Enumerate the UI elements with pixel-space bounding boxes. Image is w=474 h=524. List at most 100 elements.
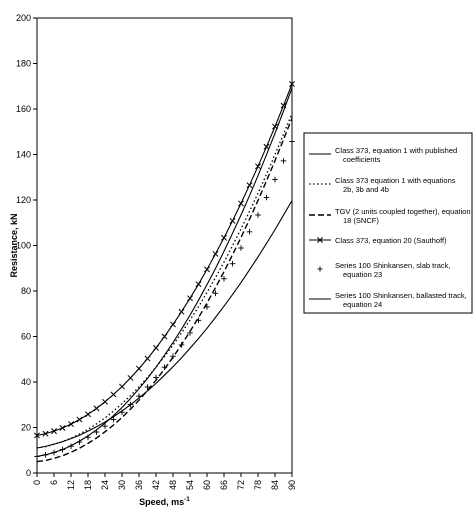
x-tick-label: 72 bbox=[236, 480, 246, 490]
series-4-point bbox=[51, 428, 57, 435]
series-4-point bbox=[263, 143, 270, 150]
data-marker bbox=[85, 411, 91, 418]
y-tick-label: 80 bbox=[21, 286, 31, 296]
data-marker bbox=[34, 432, 40, 439]
legend-label: Class 373, equation 20 (Sauthoff) bbox=[335, 236, 447, 245]
series-5-point bbox=[119, 409, 125, 416]
series-4-point bbox=[59, 425, 66, 431]
data-marker bbox=[272, 123, 278, 130]
x-tick-label: 54 bbox=[185, 480, 195, 490]
y-axis-title: Resistance, kN bbox=[9, 213, 19, 277]
x-tick-label: 66 bbox=[219, 480, 229, 490]
data-marker bbox=[119, 383, 125, 390]
series-5-point bbox=[280, 158, 287, 164]
series-4-point bbox=[144, 355, 151, 362]
series-4-point bbox=[170, 321, 176, 328]
y-tick-label: 160 bbox=[16, 104, 31, 114]
series-4-point bbox=[127, 374, 134, 381]
data-marker bbox=[178, 308, 185, 315]
series-5-point bbox=[246, 229, 253, 235]
x-tick-label: 12 bbox=[66, 480, 76, 490]
data-marker bbox=[280, 102, 287, 109]
series-4-point bbox=[238, 200, 244, 207]
series-5-point bbox=[153, 374, 159, 381]
legend-label: equation 24 bbox=[343, 300, 382, 309]
series-4-point bbox=[102, 398, 108, 405]
legend-label: Series 100 Shinkansen, slab track, bbox=[335, 261, 450, 270]
legend-label: Class 373, equation 1 with published bbox=[335, 146, 457, 155]
legend-label: 18 (SNCF) bbox=[343, 216, 379, 225]
x-tick-label: 84 bbox=[270, 480, 280, 490]
series-5-point bbox=[102, 423, 108, 429]
series-5-point bbox=[136, 393, 142, 399]
x-axis-title: Speed, ms-1 bbox=[139, 496, 190, 507]
x-tick-label: 78 bbox=[253, 480, 263, 490]
legend: Class 373, equation 1 with publishedcoef… bbox=[303, 132, 473, 314]
data-marker bbox=[127, 374, 134, 381]
data-marker bbox=[93, 405, 100, 412]
data-marker bbox=[76, 416, 83, 423]
series-5-point bbox=[144, 384, 151, 390]
data-marker bbox=[68, 421, 74, 428]
series-5-point bbox=[178, 342, 185, 348]
series-5-point bbox=[204, 304, 210, 310]
series-group bbox=[34, 81, 295, 463]
legend-entry-3: TGV (2 units coupled together), equation… bbox=[309, 207, 471, 225]
series-5-point bbox=[127, 401, 134, 408]
series-4-line bbox=[36, 83, 293, 437]
legend-label: Series 100 Shinkansen, ballasted track, bbox=[335, 291, 467, 300]
x-tick-label: 48 bbox=[168, 480, 178, 490]
x-axis-title-main: Speed, ms bbox=[139, 497, 184, 507]
data-marker bbox=[153, 344, 159, 351]
data-marker bbox=[144, 355, 151, 362]
series-4-point bbox=[204, 266, 210, 273]
data-marker bbox=[51, 428, 57, 435]
legend-entry-5: Series 100 Shinkansen, slab track,equati… bbox=[317, 261, 450, 279]
series-6 bbox=[36, 87, 293, 457]
legend-entry-4: Class 373, equation 20 (Sauthoff) bbox=[309, 236, 447, 245]
legend-entry-1: Class 373, equation 1 with publishedcoef… bbox=[309, 146, 457, 164]
y-tick-label: 180 bbox=[16, 59, 31, 69]
legend-entry-6: Series 100 Shinkansen, ballasted track,e… bbox=[309, 291, 467, 309]
y-tick-label: 40 bbox=[21, 377, 31, 387]
plot-area bbox=[36, 17, 293, 474]
series-5-point bbox=[161, 364, 168, 371]
data-marker bbox=[229, 217, 236, 224]
series-1 bbox=[36, 200, 293, 449]
series-5-point bbox=[221, 275, 227, 282]
y-tick-label: 0 bbox=[26, 468, 31, 478]
series-5 bbox=[34, 138, 295, 460]
series-4-point bbox=[76, 416, 83, 423]
series-6-line bbox=[36, 87, 293, 457]
legend-label: equation 23 bbox=[343, 270, 382, 279]
series-5-point bbox=[170, 353, 176, 360]
series-5-point bbox=[110, 416, 117, 423]
series-5-point bbox=[212, 290, 219, 297]
series-4-point bbox=[178, 308, 185, 315]
data-marker bbox=[59, 425, 66, 431]
series-4-point bbox=[246, 182, 253, 189]
axes: 0 20 40 60 80 100 120 140 160 180 200 0 6 12 18 24 30 36 4… bbox=[9, 13, 297, 507]
series-5-point bbox=[255, 212, 261, 218]
data-marker bbox=[102, 398, 108, 405]
plot-frame bbox=[36, 17, 293, 474]
series-5-point bbox=[263, 194, 270, 201]
data-marker bbox=[289, 81, 295, 87]
series-4-point bbox=[187, 295, 193, 302]
series-2 bbox=[36, 113, 293, 449]
data-marker bbox=[170, 321, 176, 328]
y-tick-label: 120 bbox=[16, 195, 31, 205]
data-marker bbox=[204, 266, 210, 273]
x-tick-label: 0 bbox=[32, 480, 42, 485]
series-3-line bbox=[36, 117, 293, 463]
data-marker bbox=[136, 365, 142, 372]
y-tick-label: 20 bbox=[21, 423, 31, 433]
series-4-point bbox=[212, 250, 219, 257]
series-4-point bbox=[136, 365, 142, 372]
data-marker bbox=[42, 430, 49, 437]
series-5-point bbox=[238, 245, 244, 251]
x-tick-label: 60 bbox=[202, 480, 212, 490]
data-marker bbox=[238, 200, 244, 207]
series-1-line bbox=[36, 200, 293, 449]
